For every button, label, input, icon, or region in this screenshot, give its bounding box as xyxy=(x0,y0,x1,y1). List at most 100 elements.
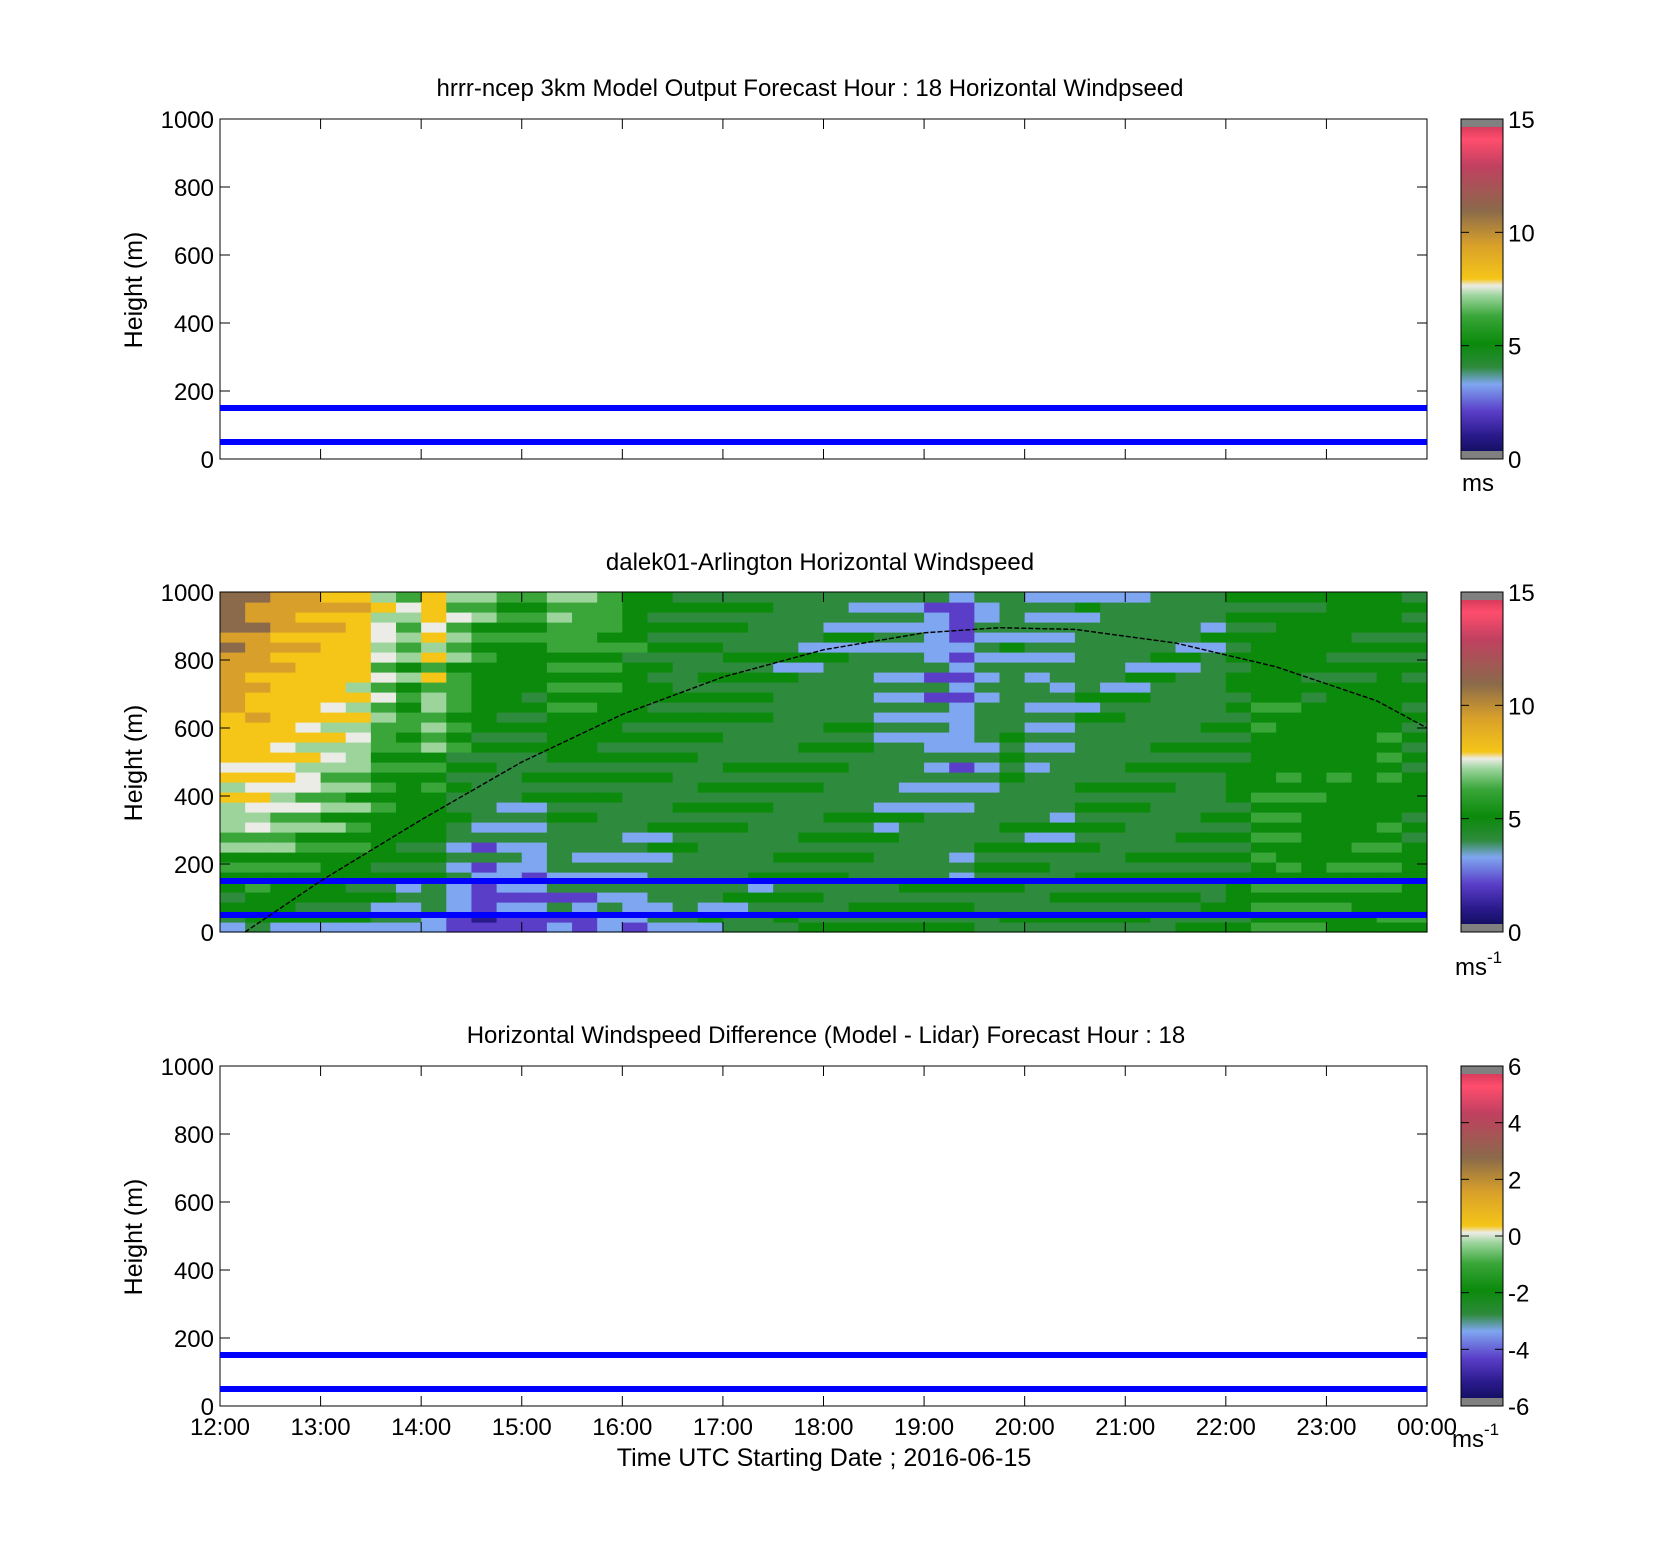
heatmap-cell xyxy=(622,782,649,793)
heatmap-cell xyxy=(1225,672,1252,683)
heatmap-cell xyxy=(1376,782,1403,793)
heatmap-cell xyxy=(949,742,975,753)
heatmap-cell xyxy=(396,732,422,743)
heatmap-cell xyxy=(496,632,523,643)
heatmap-cell xyxy=(1326,802,1353,813)
heatmap-cell xyxy=(1150,602,1177,613)
heatmap-cell xyxy=(924,852,950,863)
heatmap-cell xyxy=(1301,832,1328,843)
panel-2-reference-lines xyxy=(220,878,1427,918)
heatmap-cell xyxy=(1049,742,1076,753)
heatmap-cell xyxy=(1049,862,1076,873)
heatmap-cell xyxy=(748,892,774,903)
heatmap-cell xyxy=(270,832,297,843)
heatmap-cell xyxy=(974,592,1001,603)
heatmap-cell xyxy=(1125,862,1151,873)
heatmap-cell xyxy=(396,652,422,663)
heatmap-cell xyxy=(496,692,523,703)
heatmap-cell xyxy=(1074,782,1101,793)
heatmap-cell xyxy=(999,662,1026,673)
heatmap-cell xyxy=(748,602,774,613)
heatmap-cell xyxy=(370,882,397,893)
heatmap-cell xyxy=(1351,742,1378,753)
heatmap-cell xyxy=(220,832,246,843)
heatmap-cell xyxy=(295,662,322,673)
y-tick-label: 0 xyxy=(201,1394,214,1421)
heatmap-cell xyxy=(1326,842,1353,853)
heatmap-cell xyxy=(1049,902,1076,913)
heatmap-cell xyxy=(1074,762,1101,773)
y-tick-label: 600 xyxy=(174,243,214,270)
heatmap-cell xyxy=(798,832,825,843)
heatmap-cell xyxy=(1100,602,1126,613)
heatmap-cell xyxy=(949,862,975,873)
heatmap-cell xyxy=(1024,722,1051,733)
heatmap-cell xyxy=(1401,602,1428,613)
heatmap-cell xyxy=(999,702,1026,713)
heatmap-cell xyxy=(647,592,674,603)
heatmap-cell xyxy=(1276,762,1302,773)
heatmap-cell xyxy=(396,842,422,853)
heatmap-cell xyxy=(295,652,322,663)
heatmap-cell xyxy=(1125,692,1151,703)
heatmap-cell xyxy=(1100,802,1126,813)
heatmap-cell xyxy=(521,842,548,853)
heatmap-cell xyxy=(546,892,573,903)
heatmap-cell xyxy=(245,842,271,853)
heatmap-cell xyxy=(898,832,925,843)
heatmap-cell xyxy=(1100,762,1126,773)
heatmap-cell xyxy=(898,922,925,933)
heatmap-cell xyxy=(1301,652,1328,663)
heatmap-cell xyxy=(647,742,674,753)
heatmap-cell xyxy=(1250,702,1277,713)
heatmap-cell xyxy=(1250,872,1277,883)
heatmap-cell xyxy=(345,752,372,763)
heatmap-cell xyxy=(1276,692,1302,703)
heatmap-cell xyxy=(622,732,649,743)
heatmap-cell xyxy=(345,712,372,723)
heatmap-cell xyxy=(1225,802,1252,813)
heatmap-cell xyxy=(220,812,246,823)
heatmap-cell xyxy=(1401,902,1428,913)
heatmap-cell xyxy=(748,772,774,783)
heatmap-cell xyxy=(848,842,875,853)
heatmap-cell xyxy=(1074,902,1101,913)
heatmap-cell xyxy=(1049,762,1076,773)
y-tick-label: 0 xyxy=(201,447,214,474)
heatmap-cell xyxy=(798,632,825,643)
heatmap-cell xyxy=(873,882,900,893)
heatmap-cell xyxy=(722,602,749,613)
heatmap-cell xyxy=(1301,672,1328,683)
heatmap-cell xyxy=(1200,852,1227,863)
heatmap-cell xyxy=(924,782,950,793)
heatmap-cell xyxy=(1250,712,1277,723)
heatmap-cell xyxy=(974,822,1001,833)
heatmap-cell xyxy=(270,602,297,613)
heatmap-cell xyxy=(1125,802,1151,813)
panel-3-y-axis-label: Height (m) xyxy=(120,1179,148,1296)
heatmap-cell xyxy=(320,902,347,913)
heatmap-cell xyxy=(848,782,875,793)
heatmap-cell xyxy=(496,822,523,833)
heatmap-cell xyxy=(974,842,1001,853)
heatmap-cell xyxy=(370,652,397,663)
heatmap-cell xyxy=(974,892,1001,903)
heatmap-cell xyxy=(1401,622,1428,633)
heatmap-cell xyxy=(1175,612,1202,623)
heatmap-cell xyxy=(471,902,498,913)
heatmap-cell xyxy=(521,592,548,603)
heatmap-cell xyxy=(572,862,598,873)
heatmap-cell xyxy=(597,592,623,603)
heatmap-cell xyxy=(1225,632,1252,643)
heatmap-cell xyxy=(1150,732,1177,743)
heatmap-cell xyxy=(722,682,749,693)
heatmap-cell xyxy=(396,682,422,693)
heatmap-cell xyxy=(999,832,1026,843)
heatmap-cell xyxy=(446,802,473,813)
heatmap-cell xyxy=(396,772,422,783)
heatmap-cell xyxy=(220,862,246,873)
heatmap-cell xyxy=(697,662,724,673)
heatmap-cell xyxy=(1351,902,1378,913)
heatmap-cell xyxy=(924,682,950,693)
heatmap-cell xyxy=(1276,902,1302,913)
